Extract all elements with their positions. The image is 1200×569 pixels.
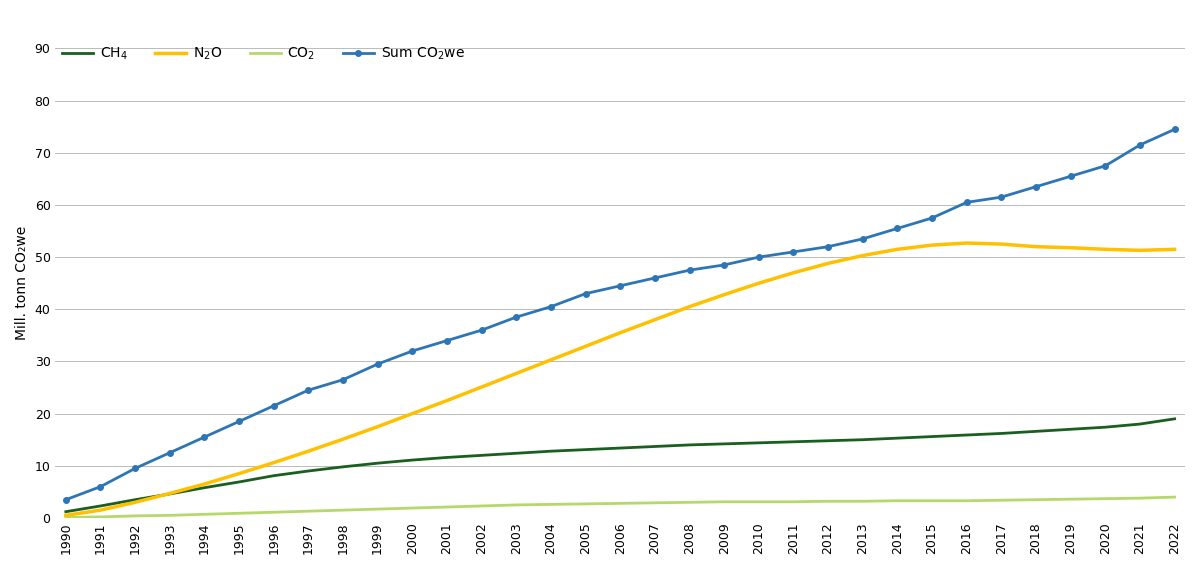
Legend: CH$_4$, N$_2$O, CO$_2$, Sum CO$_2$we: CH$_4$, N$_2$O, CO$_2$, Sum CO$_2$we xyxy=(62,46,464,63)
Y-axis label: Mill. tonn CO₂we: Mill. tonn CO₂we xyxy=(14,226,29,340)
